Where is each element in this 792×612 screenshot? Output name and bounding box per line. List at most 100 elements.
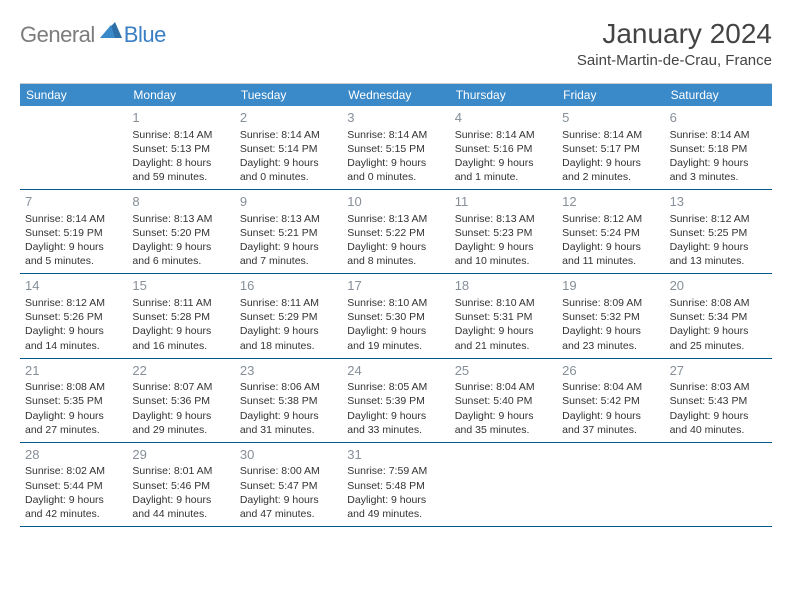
day-number: 25 [455, 362, 552, 380]
calendar-cell-empty [450, 443, 557, 527]
day-info: Sunrise: 8:07 AMSunset: 5:36 PMDaylight:… [132, 380, 229, 437]
day-number: 14 [25, 277, 122, 295]
calendar-cell: 9Sunrise: 8:13 AMSunset: 5:21 PMDaylight… [235, 190, 342, 274]
day-info: Sunrise: 8:14 AMSunset: 5:19 PMDaylight:… [25, 212, 122, 269]
day-number: 1 [132, 109, 229, 127]
day-number: 24 [347, 362, 444, 380]
calendar-grid: SundayMondayTuesdayWednesdayThursdayFrid… [20, 83, 772, 527]
day-info: Sunrise: 8:01 AMSunset: 5:46 PMDaylight:… [132, 464, 229, 521]
calendar-cell: 6Sunrise: 8:14 AMSunset: 5:18 PMDaylight… [665, 106, 772, 190]
day-number: 22 [132, 362, 229, 380]
day-number: 4 [455, 109, 552, 127]
calendar-cell: 4Sunrise: 8:14 AMSunset: 5:16 PMDaylight… [450, 106, 557, 190]
logo-text-blue: Blue [124, 22, 166, 48]
day-info: Sunrise: 8:13 AMSunset: 5:22 PMDaylight:… [347, 212, 444, 269]
calendar-cell: 21Sunrise: 8:08 AMSunset: 5:35 PMDayligh… [20, 359, 127, 443]
day-info: Sunrise: 8:13 AMSunset: 5:21 PMDaylight:… [240, 212, 337, 269]
calendar-cell: 2Sunrise: 8:14 AMSunset: 5:14 PMDaylight… [235, 106, 342, 190]
day-number: 11 [455, 193, 552, 211]
calendar-cell: 16Sunrise: 8:11 AMSunset: 5:29 PMDayligh… [235, 274, 342, 358]
location: Saint-Martin-de-Crau, France [577, 52, 772, 69]
day-info: Sunrise: 8:03 AMSunset: 5:43 PMDaylight:… [670, 380, 767, 437]
day-number: 6 [670, 109, 767, 127]
weekday-header: Friday [557, 84, 664, 106]
day-number: 29 [132, 446, 229, 464]
calendar-cell: 26Sunrise: 8:04 AMSunset: 5:42 PMDayligh… [557, 359, 664, 443]
day-info: Sunrise: 8:04 AMSunset: 5:42 PMDaylight:… [562, 380, 659, 437]
calendar-cell: 11Sunrise: 8:13 AMSunset: 5:23 PMDayligh… [450, 190, 557, 274]
title-block: January 2024 Saint-Martin-de-Crau, Franc… [577, 18, 772, 69]
calendar-cell: 19Sunrise: 8:09 AMSunset: 5:32 PMDayligh… [557, 274, 664, 358]
calendar-cell: 31Sunrise: 7:59 AMSunset: 5:48 PMDayligh… [342, 443, 449, 527]
calendar-cell: 17Sunrise: 8:10 AMSunset: 5:30 PMDayligh… [342, 274, 449, 358]
day-info: Sunrise: 8:13 AMSunset: 5:23 PMDaylight:… [455, 212, 552, 269]
day-info: Sunrise: 8:14 AMSunset: 5:14 PMDaylight:… [240, 128, 337, 185]
day-info: Sunrise: 8:04 AMSunset: 5:40 PMDaylight:… [455, 380, 552, 437]
calendar-cell: 22Sunrise: 8:07 AMSunset: 5:36 PMDayligh… [127, 359, 234, 443]
day-number: 12 [562, 193, 659, 211]
day-info: Sunrise: 8:08 AMSunset: 5:34 PMDaylight:… [670, 296, 767, 353]
day-number: 7 [25, 193, 122, 211]
calendar-cell: 14Sunrise: 8:12 AMSunset: 5:26 PMDayligh… [20, 274, 127, 358]
day-info: Sunrise: 8:02 AMSunset: 5:44 PMDaylight:… [25, 464, 122, 521]
calendar-cell: 3Sunrise: 8:14 AMSunset: 5:15 PMDaylight… [342, 106, 449, 190]
day-number: 5 [562, 109, 659, 127]
day-info: Sunrise: 7:59 AMSunset: 5:48 PMDaylight:… [347, 464, 444, 521]
weekday-header: Monday [127, 84, 234, 106]
calendar-cell: 1Sunrise: 8:14 AMSunset: 5:13 PMDaylight… [127, 106, 234, 190]
calendar-cell: 25Sunrise: 8:04 AMSunset: 5:40 PMDayligh… [450, 359, 557, 443]
logo-triangle-icon [100, 22, 122, 41]
calendar-cell: 12Sunrise: 8:12 AMSunset: 5:24 PMDayligh… [557, 190, 664, 274]
day-number: 19 [562, 277, 659, 295]
calendar-cell: 7Sunrise: 8:14 AMSunset: 5:19 PMDaylight… [20, 190, 127, 274]
day-number: 18 [455, 277, 552, 295]
day-info: Sunrise: 8:11 AMSunset: 5:29 PMDaylight:… [240, 296, 337, 353]
day-number: 28 [25, 446, 122, 464]
calendar-cell: 24Sunrise: 8:05 AMSunset: 5:39 PMDayligh… [342, 359, 449, 443]
calendar-cell: 8Sunrise: 8:13 AMSunset: 5:20 PMDaylight… [127, 190, 234, 274]
day-number: 20 [670, 277, 767, 295]
day-info: Sunrise: 8:13 AMSunset: 5:20 PMDaylight:… [132, 212, 229, 269]
calendar-cell: 10Sunrise: 8:13 AMSunset: 5:22 PMDayligh… [342, 190, 449, 274]
weekday-header: Tuesday [235, 84, 342, 106]
day-number: 21 [25, 362, 122, 380]
calendar-cell: 23Sunrise: 8:06 AMSunset: 5:38 PMDayligh… [235, 359, 342, 443]
day-info: Sunrise: 8:12 AMSunset: 5:26 PMDaylight:… [25, 296, 122, 353]
day-info: Sunrise: 8:12 AMSunset: 5:25 PMDaylight:… [670, 212, 767, 269]
day-number: 27 [670, 362, 767, 380]
weekday-header: Wednesday [342, 84, 449, 106]
day-number: 17 [347, 277, 444, 295]
calendar-cell-empty [557, 443, 664, 527]
day-info: Sunrise: 8:00 AMSunset: 5:47 PMDaylight:… [240, 464, 337, 521]
day-info: Sunrise: 8:14 AMSunset: 5:13 PMDaylight:… [132, 128, 229, 185]
day-info: Sunrise: 8:08 AMSunset: 5:35 PMDaylight:… [25, 380, 122, 437]
calendar-cell: 18Sunrise: 8:10 AMSunset: 5:31 PMDayligh… [450, 274, 557, 358]
brand-logo: General Blue [20, 22, 166, 48]
header: General Blue January 2024 Saint-Martin-d… [20, 18, 772, 69]
logo-text-general: General [20, 22, 95, 48]
day-info: Sunrise: 8:05 AMSunset: 5:39 PMDaylight:… [347, 380, 444, 437]
calendar-cell: 28Sunrise: 8:02 AMSunset: 5:44 PMDayligh… [20, 443, 127, 527]
day-number: 23 [240, 362, 337, 380]
day-info: Sunrise: 8:14 AMSunset: 5:17 PMDaylight:… [562, 128, 659, 185]
calendar-cell-empty [20, 106, 127, 190]
day-number: 8 [132, 193, 229, 211]
day-number: 10 [347, 193, 444, 211]
day-number: 13 [670, 193, 767, 211]
day-number: 30 [240, 446, 337, 464]
calendar-cell: 15Sunrise: 8:11 AMSunset: 5:28 PMDayligh… [127, 274, 234, 358]
day-number: 15 [132, 277, 229, 295]
calendar-cell: 29Sunrise: 8:01 AMSunset: 5:46 PMDayligh… [127, 443, 234, 527]
weekday-header: Thursday [450, 84, 557, 106]
calendar-cell: 13Sunrise: 8:12 AMSunset: 5:25 PMDayligh… [665, 190, 772, 274]
calendar-page: General Blue January 2024 Saint-Martin-d… [0, 0, 792, 537]
calendar-cell: 27Sunrise: 8:03 AMSunset: 5:43 PMDayligh… [665, 359, 772, 443]
day-info: Sunrise: 8:12 AMSunset: 5:24 PMDaylight:… [562, 212, 659, 269]
calendar-cell: 5Sunrise: 8:14 AMSunset: 5:17 PMDaylight… [557, 106, 664, 190]
day-info: Sunrise: 8:10 AMSunset: 5:30 PMDaylight:… [347, 296, 444, 353]
calendar-cell-empty [665, 443, 772, 527]
day-number: 26 [562, 362, 659, 380]
day-info: Sunrise: 8:09 AMSunset: 5:32 PMDaylight:… [562, 296, 659, 353]
day-number: 2 [240, 109, 337, 127]
day-info: Sunrise: 8:11 AMSunset: 5:28 PMDaylight:… [132, 296, 229, 353]
